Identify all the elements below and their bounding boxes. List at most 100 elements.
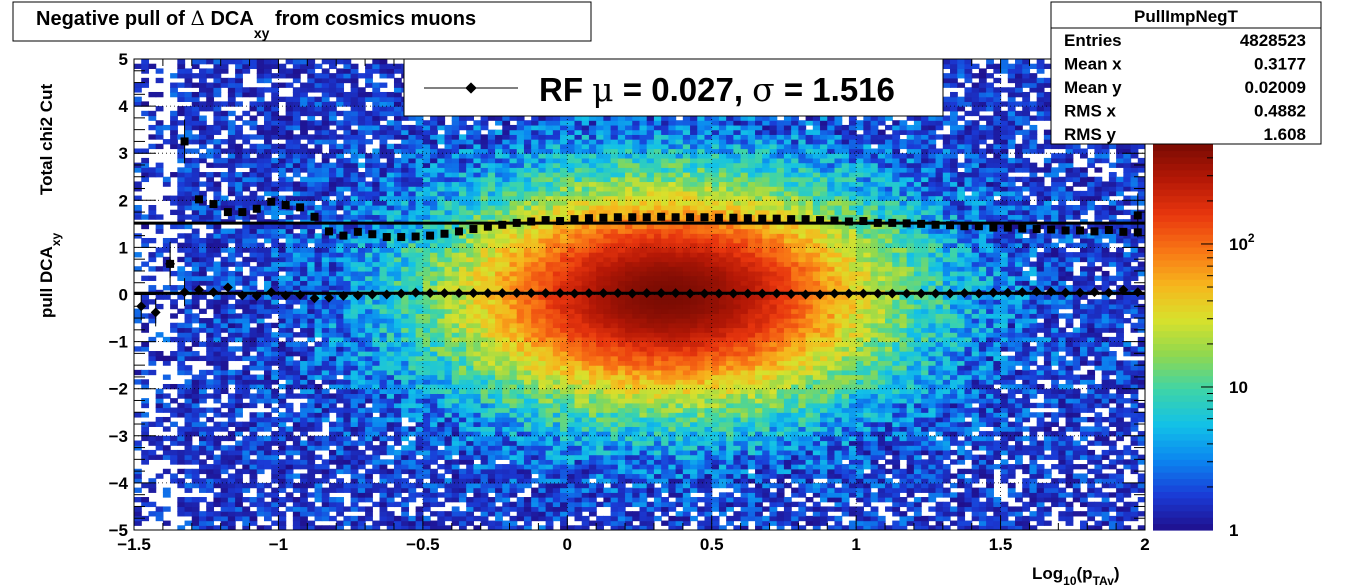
heatmap-cell: [198, 426, 207, 432]
heatmap-cell: [300, 120, 308, 126]
heatmap-cell: [285, 318, 294, 324]
heatmap-cell: [249, 445, 258, 451]
heatmap-cell: [372, 237, 381, 244]
heatmap-cell: [495, 346, 503, 352]
heatmap-cell: [213, 261, 222, 267]
heatmap-cell: [343, 294, 352, 300]
heatmap-cell: [249, 63, 258, 70]
heatmap-cell: [415, 280, 424, 286]
heatmap-cell: [408, 266, 417, 272]
heatmap-cell: [408, 162, 417, 168]
heatmap-cell: [134, 379, 142, 385]
heatmap-cell: [307, 101, 316, 107]
heatmap-cell: [444, 383, 453, 390]
heatmap-cell: [343, 157, 352, 164]
heatmap-cell: [538, 492, 547, 498]
heatmap-cell: [271, 247, 280, 253]
heatmap-cell: [328, 181, 337, 187]
heatmap-cell: [191, 247, 200, 253]
heatmap-cell: [256, 73, 265, 79]
heatmap-cell: [278, 421, 287, 427]
heatmap-cell: [321, 209, 330, 216]
heatmap-cell: [451, 388, 460, 395]
heatmap-cell: [538, 148, 547, 154]
heatmap-cell: [516, 365, 525, 371]
heatmap-cell: [350, 261, 359, 267]
heatmap-cell: [466, 322, 475, 329]
heatmap-cell: [300, 313, 308, 319]
heatmap-cell: [545, 195, 554, 201]
heatmap-cell: [206, 360, 215, 366]
heatmap-cell: [162, 454, 171, 460]
heatmap-cell: [300, 332, 308, 338]
heatmap-cell: [444, 492, 453, 498]
heatmap-cell: [249, 327, 258, 333]
heatmap-cell: [285, 82, 294, 88]
heatmap-cell: [300, 209, 308, 216]
title-sub: xy: [254, 25, 270, 41]
heatmap-cell: [560, 242, 568, 248]
heatmap-cell: [495, 214, 503, 220]
heatmap-cell: [278, 459, 287, 465]
heatmap-cell: [408, 176, 417, 183]
heatmap-cell: [198, 261, 207, 267]
heatmap-cell: [451, 303, 460, 310]
heatmap-cell: [198, 242, 207, 248]
heatmap-cell: [458, 487, 467, 493]
heatmap-cell: [314, 294, 323, 300]
heatmap-cell: [466, 153, 475, 159]
heatmap-cell: [314, 440, 323, 446]
heatmap-cell: [408, 143, 417, 150]
heatmap-cell: [531, 445, 539, 451]
heatmap-cell: [560, 501, 568, 508]
heatmap-cell: [249, 124, 258, 131]
heatmap-cell: [307, 346, 316, 352]
heatmap-cell: [191, 233, 200, 239]
heatmap-cell: [292, 360, 301, 366]
heatmap-cell: [227, 120, 236, 126]
heatmap-cell: [560, 525, 568, 530]
heatmap-cell: [386, 91, 395, 98]
heatmap-cell: [343, 73, 352, 79]
heatmap-cell: [155, 393, 164, 399]
heatmap-cell: [307, 525, 316, 530]
heatmap-cell: [393, 482, 402, 489]
heatmap-cell: [538, 322, 547, 329]
heatmap-cell: [155, 247, 164, 253]
heatmap-cell: [502, 318, 511, 324]
heatmap-cell: [300, 247, 308, 253]
heatmap-cell: [365, 120, 373, 126]
heatmap-cell: [422, 515, 431, 522]
heatmap-cell: [328, 393, 337, 399]
heatmap-cell: [487, 299, 496, 305]
heatmap-cell: [444, 355, 453, 362]
heatmap-cell: [350, 129, 359, 135]
heatmap-cell: [220, 327, 229, 333]
heatmap-cell: [523, 134, 532, 140]
heatmap-cell: [444, 308, 453, 314]
heatmap-cell: [191, 398, 200, 404]
heatmap-cell: [516, 506, 525, 512]
heatmap-cell: [300, 186, 308, 192]
heatmap-cell: [509, 176, 518, 183]
heatmap-cell: [249, 440, 258, 446]
heatmap-cell: [538, 459, 547, 465]
heatmap-cell: [256, 200, 265, 206]
heatmap-cell: [422, 167, 431, 173]
heatmap-cell: [328, 402, 337, 409]
heatmap-cell: [401, 388, 410, 395]
heatmap-cell: [235, 134, 243, 140]
heatmap-cell: [473, 200, 482, 206]
heatmap-cell: [487, 228, 496, 234]
heatmap-cell: [148, 318, 157, 324]
heatmap-cell: [372, 374, 381, 380]
heatmap-cell: [227, 59, 236, 65]
heatmap-cell: [473, 402, 482, 409]
heatmap-cell: [365, 237, 373, 244]
heatmap-cell: [249, 308, 258, 314]
heatmap-cell: [321, 68, 330, 74]
heatmap-cell: [285, 327, 294, 333]
heatmap-cell: [516, 186, 525, 192]
heatmap-cell: [177, 412, 186, 418]
heatmap-cell: [393, 492, 402, 498]
